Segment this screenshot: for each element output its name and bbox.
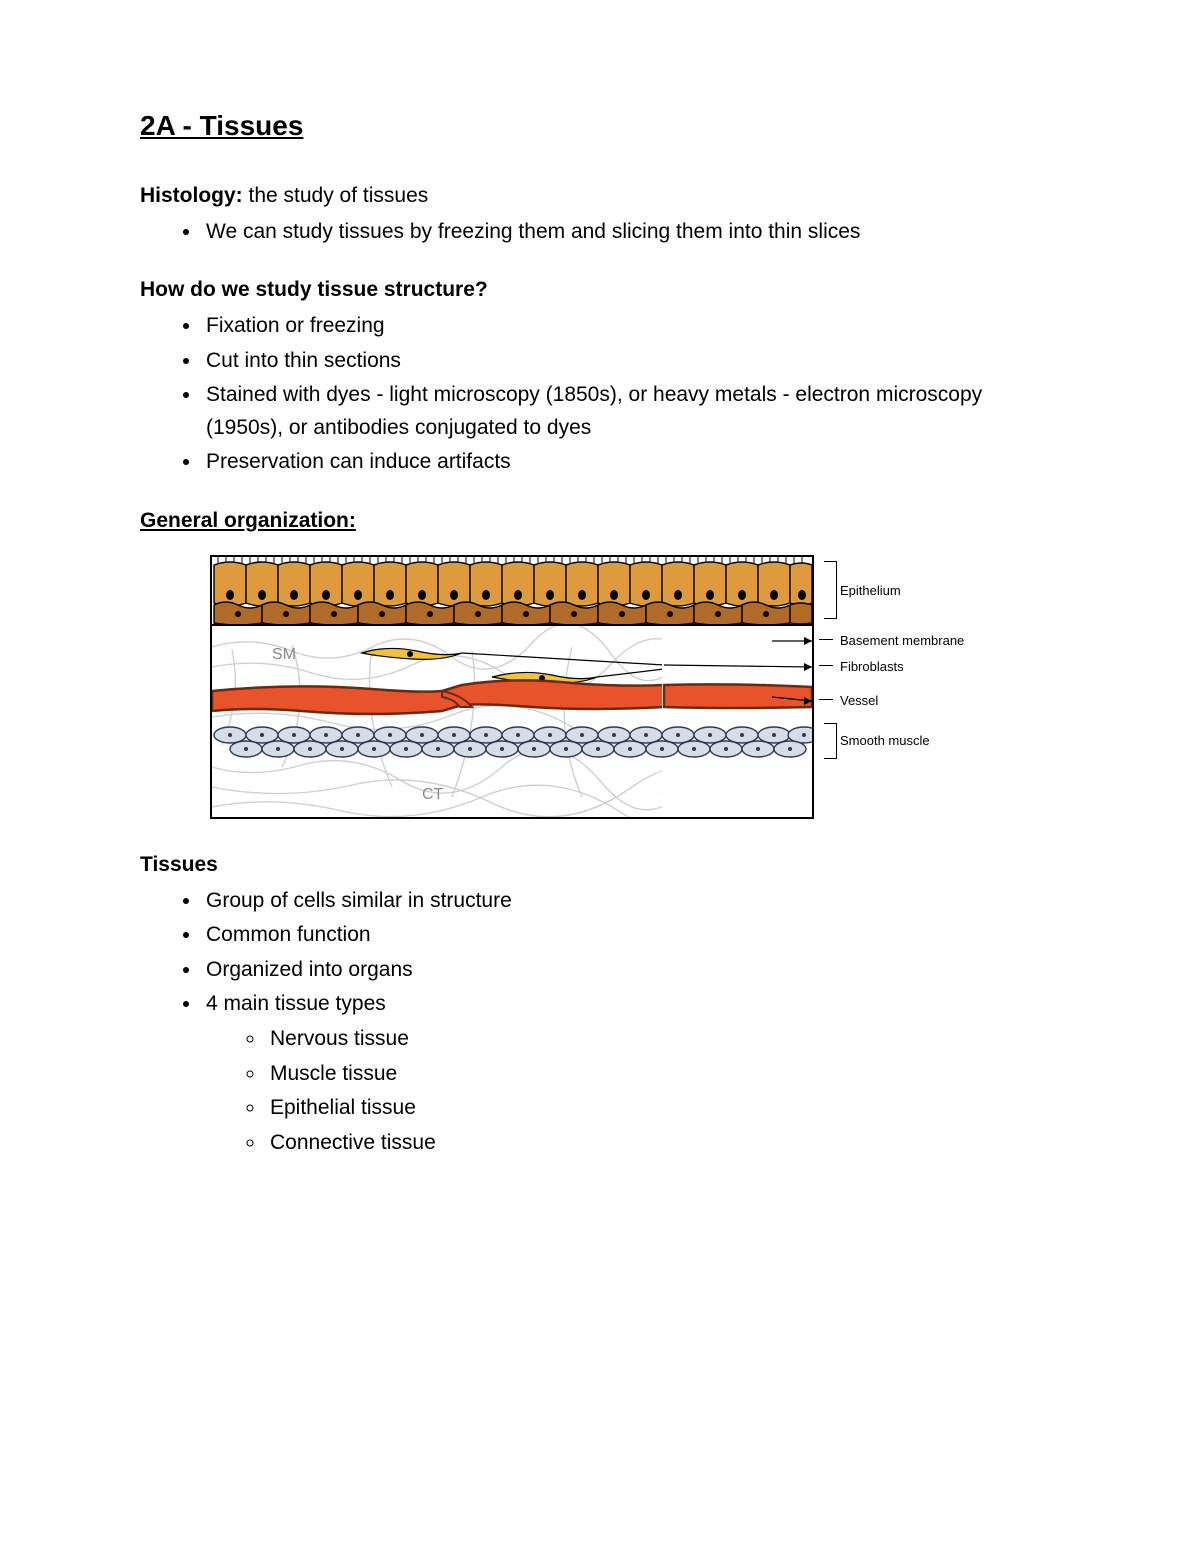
study-heading: How do we study tissue structure?	[140, 278, 1060, 302]
label-epithelium: Epithelium	[840, 583, 901, 598]
list-item: Common function	[202, 919, 1060, 952]
tissues-sub-bullets: Nervous tissue Muscle tissue Epithelial …	[206, 1023, 1060, 1159]
diagram-labels: Epithelium Basement membrane Fibroblasts…	[820, 555, 990, 815]
list-item: Muscle tissue	[266, 1058, 1060, 1091]
list-item: We can study tissues by freezing them an…	[202, 216, 1060, 249]
histology-definition: the study of tissues	[243, 184, 429, 207]
list-item: Group of cells similar in structure	[202, 885, 1060, 918]
list-item: Fixation or freezing	[202, 310, 1060, 343]
document-page: 2A - Tissues Histology: the study of tis…	[0, 0, 1200, 1553]
tissues-bullets: Group of cells similar in structure Comm…	[140, 885, 1060, 1159]
histology-term: Histology:	[140, 184, 243, 207]
list-item: Preservation can induce artifacts	[202, 446, 1060, 479]
list-item: Stained with dyes - light microscopy (18…	[202, 379, 1060, 444]
label-smooth-muscle: Smooth muscle	[840, 733, 930, 748]
diagram-container: SM	[140, 555, 1060, 819]
arrow-vessel	[819, 699, 833, 700]
page-title: 2A - Tissues	[140, 110, 1060, 142]
label-basement-membrane: Basement membrane	[840, 633, 964, 648]
diagram-svg-ext	[212, 557, 812, 817]
list-item: Connective tissue	[266, 1127, 1060, 1160]
tissues-heading: Tissues	[140, 853, 1060, 877]
histology-line: Histology: the study of tissues	[140, 180, 1060, 212]
list-item: 4 main tissue types Nervous tissue Muscl…	[202, 988, 1060, 1159]
study-bullets: Fixation or freezing Cut into thin secti…	[140, 310, 1060, 479]
list-item: Epithelial tissue	[266, 1092, 1060, 1125]
arrow-basement	[819, 639, 833, 640]
list-item: Organized into organs	[202, 954, 1060, 987]
diagram-outer: SM	[210, 555, 990, 819]
histology-bullets: We can study tissues by freezing them an…	[140, 216, 1060, 249]
label-vessel: Vessel	[840, 693, 878, 708]
label-fibroblasts: Fibroblasts	[840, 659, 904, 674]
bracket-epithelium	[824, 561, 837, 619]
bracket-smooth-muscle	[824, 723, 837, 759]
arrow-fibroblasts	[819, 665, 833, 666]
list-item: Nervous tissue	[266, 1023, 1060, 1056]
list-item-label: 4 main tissue types	[206, 992, 386, 1015]
general-org-heading: General organization:	[140, 509, 1060, 533]
tissue-diagram: SM	[210, 555, 814, 819]
list-item: Cut into thin sections	[202, 345, 1060, 378]
